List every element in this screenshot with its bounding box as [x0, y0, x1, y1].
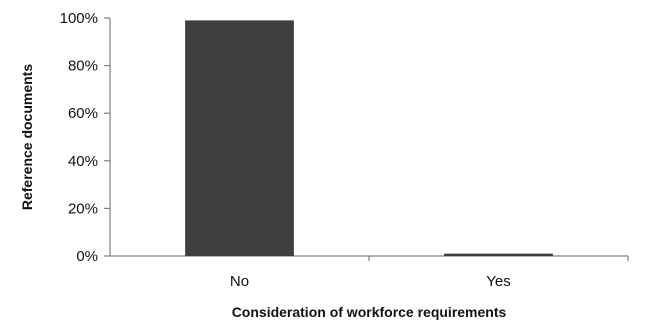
bars [185, 20, 553, 256]
y-tick-label: 0% [76, 248, 98, 265]
y-tick-label: 40% [68, 153, 98, 170]
x-axis-ticks: No Yes [230, 256, 629, 290]
y-axis-ticks: 0% 20% 40% 60% 80% 100% [60, 10, 110, 265]
y-axis-title: Reference documents [19, 64, 35, 210]
bar-no [185, 20, 294, 256]
x-tick-label: No [230, 273, 249, 290]
plot-area: 0% 20% 40% 60% 80% 100% No Yes [60, 10, 629, 290]
x-tick-label: Yes [486, 273, 510, 290]
x-axis-title: Consideration of workforce requirements [232, 304, 507, 320]
y-tick-label: 80% [68, 58, 98, 75]
y-tick-label: 60% [68, 105, 98, 122]
bar-yes [444, 253, 553, 256]
y-tick-label: 20% [68, 200, 98, 217]
y-tick-label: 100% [60, 10, 98, 27]
